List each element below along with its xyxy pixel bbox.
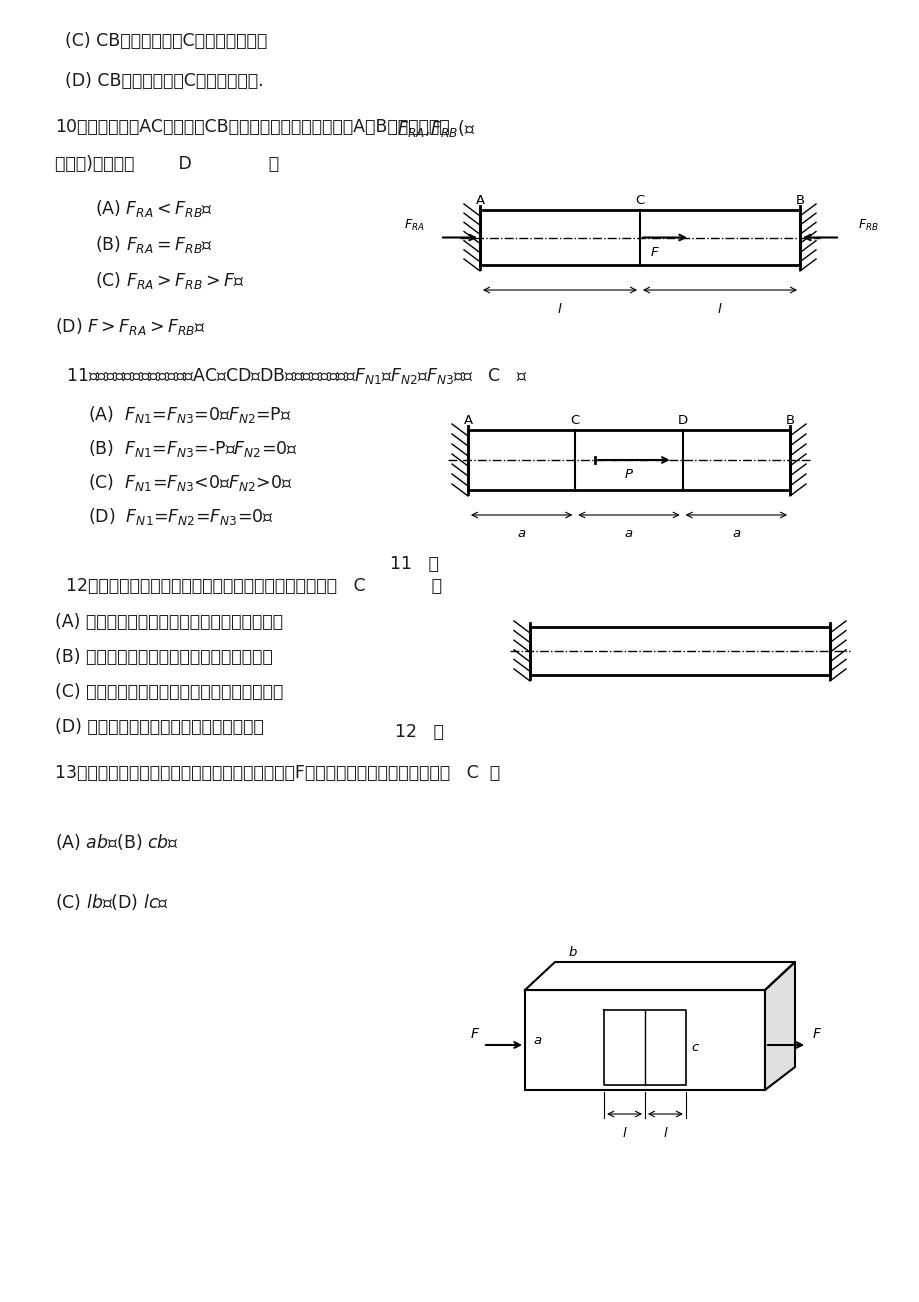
Text: 12．直杆的两端固定，如图所示。当温度发生变化时，杆   C            。: 12．直杆的两端固定，如图所示。当温度发生变化时，杆 C 。 — [55, 577, 441, 595]
Text: F: F — [471, 1027, 479, 1042]
Text: 示方向)满足关系        D              。: 示方向)满足关系 D 。 — [55, 155, 278, 173]
Text: 11   题: 11 题 — [390, 555, 438, 573]
Text: 13．图示木榫接头，左右两部分形状完全一样，当F力作用时，接头的剪切面积等于   C  。: 13．图示木榫接头，左右两部分形状完全一样，当F力作用时，接头的剪切面积等于 C… — [55, 764, 500, 783]
Text: B: B — [795, 194, 804, 207]
Polygon shape — [525, 962, 794, 990]
Text: $l$: $l$ — [621, 1126, 627, 1141]
Text: $c$: $c$ — [690, 1042, 699, 1055]
Text: (B) 横截面上的正应力和轴向应变均不为零；: (B) 横截面上的正应力和轴向应变均不为零； — [55, 648, 272, 667]
Text: $l$: $l$ — [717, 302, 722, 316]
Text: (D) 横截面上的正应力和轴向应变均为零。: (D) 横截面上的正应力和轴向应变均为零。 — [55, 717, 264, 736]
Text: 12   题: 12 题 — [394, 723, 443, 741]
Text: B: B — [785, 414, 794, 427]
Text: A: A — [463, 414, 472, 427]
Text: $a$: $a$ — [624, 527, 633, 540]
Text: (A) $F_{RA}<F_{RB}$；: (A) $F_{RA}<F_{RB}$； — [95, 198, 212, 219]
Polygon shape — [604, 1010, 685, 1085]
Text: (C) 横截面上的正应力不为零，轴向应变为零；: (C) 横截面上的正应力不为零，轴向应变为零； — [55, 684, 283, 700]
Text: $P$: $P$ — [623, 467, 633, 480]
Text: $l$: $l$ — [662, 1126, 667, 1141]
Text: C: C — [635, 194, 644, 207]
Text: $F_{RA}$,$F_{RB}$(图: $F_{RA}$,$F_{RB}$(图 — [55, 118, 475, 139]
Text: D: D — [677, 414, 687, 427]
Text: 11．图示等直杆两端固定。设AC、CD、DB三段的轴力分别为$F_{N1}$、$F_{N2}$、$F_{N3}$，则   C   。: 11．图示等直杆两端固定。设AC、CD、DB三段的轴力分别为$F_{N1}$、$… — [55, 366, 527, 385]
Text: $l$: $l$ — [557, 302, 562, 316]
Text: (D) $F>F_{RA}>F_{RB}$。: (D) $F>F_{RA}>F_{RB}$。 — [55, 316, 206, 337]
Polygon shape — [765, 962, 794, 1090]
Text: $a$: $a$ — [532, 1034, 541, 1047]
Text: $F_{RB}$: $F_{RB}$ — [857, 217, 878, 233]
Text: $F$: $F$ — [650, 246, 659, 259]
Text: (C)  $F_{N1}$=$F_{N3}$<0，$F_{N2}$>0；: (C) $F_{N1}$=$F_{N3}$<0，$F_{N2}$>0； — [88, 473, 292, 493]
Text: (C) $F_{RA}>F_{RB}>F$；: (C) $F_{RA}>F_{RB}>F$； — [95, 270, 244, 292]
Text: $a$: $a$ — [516, 527, 526, 540]
Text: (D)  $F_{N1}$=$F_{N2}$=$F_{N3}$=0。: (D) $F_{N1}$=$F_{N2}$=$F_{N3}$=0。 — [88, 506, 274, 527]
Text: (C) $lb$；(D) $lc$。: (C) $lb$；(D) $lc$。 — [55, 892, 168, 911]
Text: (A) $ab$；(B) $cb$；: (A) $ab$；(B) $cb$； — [55, 832, 179, 852]
Text: (B) $F_{RA}=F_{RB}$；: (B) $F_{RA}=F_{RB}$； — [95, 234, 213, 255]
Text: (A) 横截面上的正应力为零，轴向应变不为零；: (A) 横截面上的正应力为零，轴向应变不为零； — [55, 613, 283, 631]
Text: 10．在图中，若AC段为钢，CB段为铝，其它条件不变，则A、B端的约束反力: 10．在图中，若AC段为钢，CB段为铝，其它条件不变，则A、B端的约束反力 — [55, 118, 449, 135]
Text: C: C — [570, 414, 579, 427]
Text: (D) CB段应力较大，C截面向右移动.: (D) CB段应力较大，C截面向右移动. — [65, 72, 264, 90]
Text: F: F — [812, 1027, 820, 1042]
Text: $F_{RA}$: $F_{RA}$ — [403, 217, 425, 233]
Text: $b$: $b$ — [568, 945, 577, 960]
Text: (B)  $F_{N1}$=$F_{N3}$=-P，$F_{N2}$=0；: (B) $F_{N1}$=$F_{N3}$=-P，$F_{N2}$=0； — [88, 437, 298, 460]
Text: (C) CB段应力较大。C截面向左移动；: (C) CB段应力较大。C截面向左移动； — [65, 33, 267, 49]
Text: $a$: $a$ — [731, 527, 740, 540]
Text: A: A — [475, 194, 484, 207]
Text: (A)  $F_{N1}$=$F_{N3}$=0，$F_{N2}$=P；: (A) $F_{N1}$=$F_{N3}$=0，$F_{N2}$=P； — [88, 404, 291, 424]
